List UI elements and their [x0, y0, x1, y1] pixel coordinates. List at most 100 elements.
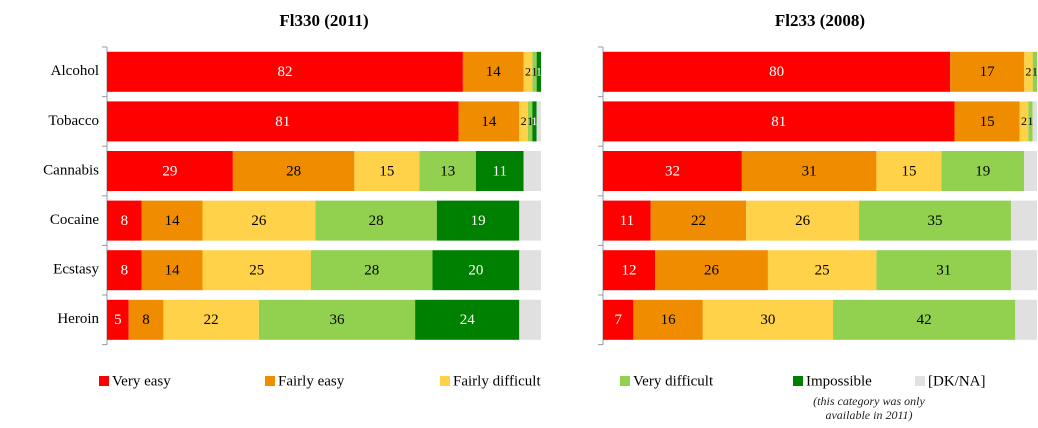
- bar-segment: [141, 200, 203, 241]
- value-label: 1: [1032, 65, 1038, 79]
- legend-label: [DK/NA]: [928, 373, 986, 389]
- bar-segment: [746, 200, 860, 241]
- legend-label: Very easy: [112, 373, 171, 389]
- bar-segment: [462, 51, 524, 92]
- value-label: 81: [771, 114, 786, 130]
- bar-segment: [202, 200, 316, 241]
- chart-title: Fl330 (2011): [279, 11, 368, 30]
- value-label: 28: [369, 213, 384, 229]
- bar-segment: [950, 51, 1024, 92]
- bar-segment: [1015, 299, 1037, 340]
- bar-segment: [523, 51, 533, 92]
- bar-segment: [603, 200, 651, 241]
- value-label: 31: [802, 163, 817, 179]
- value-label: 8: [121, 263, 129, 279]
- value-label: 2: [525, 65, 531, 79]
- value-label: 14: [486, 64, 502, 80]
- value-label: 2: [1025, 65, 1031, 79]
- value-label: 22: [204, 312, 219, 328]
- value-label: 80: [769, 64, 784, 80]
- legend-label: Fairly easy: [278, 373, 345, 389]
- category-label: Ecstasy: [53, 262, 99, 278]
- bar-segment: [128, 299, 164, 340]
- legend-label: Very difficult: [633, 373, 714, 389]
- value-label: 42: [917, 312, 932, 328]
- category-label: Cannabis: [43, 162, 99, 178]
- value-label: 2: [1021, 114, 1027, 128]
- bar-segment: [519, 299, 541, 340]
- value-label: 36: [330, 312, 346, 328]
- value-label: 26: [251, 213, 267, 229]
- bar-segment: [1010, 250, 1037, 291]
- value-label: 15: [901, 163, 916, 179]
- bar-segment: [107, 200, 142, 241]
- bar-segment: [767, 250, 877, 291]
- value-label: 30: [760, 312, 775, 328]
- value-label: 32: [665, 163, 680, 179]
- bar-segment: [419, 151, 476, 191]
- bar-segment: [603, 51, 951, 92]
- bar-segment: [232, 151, 355, 191]
- value-label: 5: [114, 312, 122, 328]
- value-label: 8: [121, 213, 129, 229]
- bar-segment: [519, 250, 541, 291]
- value-label: 26: [704, 263, 720, 279]
- value-label: 28: [286, 163, 301, 179]
- legend-swatch: [793, 376, 803, 386]
- bar-segment: [532, 51, 537, 92]
- legend-swatch: [440, 376, 450, 386]
- value-label: 20: [468, 263, 483, 279]
- bar-segment: [519, 101, 528, 142]
- value-label: 12: [622, 263, 637, 279]
- bar-segment: [603, 101, 955, 142]
- value-label: 1: [527, 114, 533, 128]
- bar-segment: [1023, 151, 1037, 191]
- legend-note: (this category was only available in 201…: [813, 394, 925, 422]
- value-label: 8: [142, 312, 150, 328]
- bar-segment: [1032, 51, 1037, 92]
- value-label: 28: [364, 263, 379, 279]
- bar-segment: [432, 250, 520, 291]
- bar-segment: [603, 151, 742, 191]
- value-label: 13: [440, 163, 455, 179]
- bar-segment: [415, 299, 520, 340]
- value-label: 14: [165, 263, 181, 279]
- bar-segment: [633, 299, 703, 340]
- value-label: 1: [531, 65, 537, 79]
- category-label: Tobacco: [48, 113, 99, 129]
- legend-swatch: [265, 376, 275, 386]
- bar-segment: [941, 151, 1024, 191]
- bar-segment: [536, 51, 541, 92]
- value-label: 16: [661, 312, 677, 328]
- bar-segment: [519, 200, 541, 241]
- bar-segment: [532, 101, 537, 142]
- value-label: 14: [165, 213, 181, 229]
- bar-segment: [655, 250, 768, 291]
- value-label: 35: [928, 213, 943, 229]
- value-label: 22: [691, 213, 706, 229]
- value-label: 7: [614, 312, 622, 328]
- bar-segment: [107, 299, 129, 340]
- bar-segment: [475, 151, 524, 191]
- bar-segment: [876, 250, 1011, 291]
- bar-segment: [527, 101, 533, 142]
- bar-segment: [603, 250, 656, 291]
- value-label: 31: [936, 263, 951, 279]
- value-label: 82: [277, 64, 292, 80]
- bar-segment: [603, 299, 634, 340]
- value-label: 24: [460, 312, 476, 328]
- bar-segment: [141, 250, 203, 291]
- value-label: 25: [815, 263, 830, 279]
- bar-segment: [833, 299, 1016, 340]
- value-label: 11: [620, 213, 634, 229]
- value-label: 1: [536, 65, 542, 79]
- bar-segment: [1023, 51, 1033, 92]
- bar-segment: [310, 250, 433, 291]
- bar-segment: [107, 51, 463, 92]
- category-label: Heroin: [57, 311, 99, 327]
- bar-segment: [1019, 101, 1029, 142]
- legend-label: Impossible: [806, 373, 872, 389]
- bar-segment: [523, 151, 541, 191]
- value-label: 19: [471, 213, 486, 229]
